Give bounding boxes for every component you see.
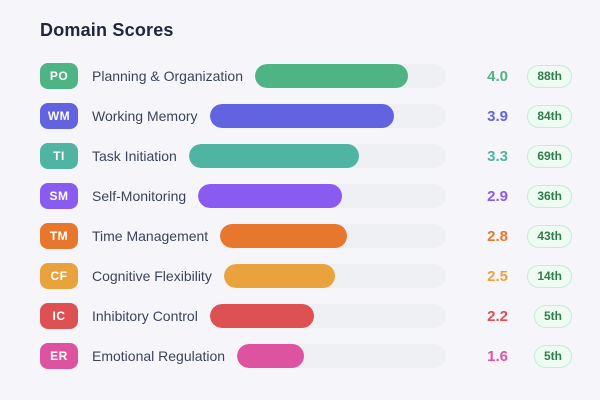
domain-row-task-initiation: TI Task Initiation 3.3 69th (40, 136, 572, 176)
domain-row-emotional-regulation: ER Emotional Regulation 1.6 5th (40, 336, 572, 376)
domain-code-badge: CF (40, 263, 78, 289)
percentile-cell: 69th (524, 144, 572, 168)
domain-code-badge: ER (40, 343, 78, 369)
domain-row-planning-organization: PO Planning & Organization 4.0 88th (40, 56, 572, 96)
score-value: 3.9 (487, 107, 508, 125)
percentile-cell: 14th (524, 264, 572, 288)
score-bar-track (209, 304, 446, 328)
percentile-badge: 43th (527, 224, 572, 248)
score-bar-track (223, 264, 446, 288)
percentile-cell: 36th (524, 184, 572, 208)
percentile-badge: 5th (534, 344, 572, 368)
domain-code-badge: TM (40, 223, 78, 249)
percentile-cell: 43th (524, 224, 572, 248)
score-value: 3.3 (487, 147, 508, 165)
domain-row-self-monitoring: SM Self-Monitoring 2.9 36th (40, 176, 572, 216)
domain-label: Time Management (92, 228, 209, 244)
domain-code-badge: SM (40, 183, 78, 209)
score-bar-fill (209, 304, 314, 328)
percentile-cell: 5th (524, 344, 572, 368)
score-bar-track (237, 344, 446, 368)
percentile-cell: 88th (524, 64, 572, 88)
page-title: Domain Scores (40, 20, 174, 40)
domain-label: Self-Monitoring (92, 188, 187, 204)
domain-row-time-management: TM Time Management 2.8 43th (40, 216, 572, 256)
score-bar-fill (188, 144, 359, 168)
score-bar-fill (223, 264, 335, 288)
percentile-badge: 14th (527, 264, 572, 288)
domain-label: Emotional Regulation (92, 348, 226, 364)
domain-label: Planning & Organization (92, 68, 243, 84)
score-bar-fill (209, 104, 394, 128)
percentile-badge: 5th (534, 304, 572, 328)
score-bar-fill (220, 224, 347, 248)
score-value: 2.8 (487, 227, 508, 245)
score-value: 2.9 (487, 187, 508, 205)
score-bar-track (209, 104, 446, 128)
domain-label: Inhibitory Control (92, 308, 198, 324)
percentile-badge: 36th (527, 184, 572, 208)
score-bar-track (198, 184, 446, 208)
score-bar-track (220, 224, 446, 248)
domain-code-badge: WM (40, 103, 78, 129)
domain-label: Task Initiation (92, 148, 177, 164)
percentile-badge: 84th (527, 104, 572, 128)
score-value: 4.0 (487, 67, 508, 85)
percentile-cell: 84th (524, 104, 572, 128)
domain-row-inhibitory-control: IC Inhibitory Control 2.2 5th (40, 296, 572, 336)
domain-row-cognitive-flexibility: CF Cognitive Flexibility 2.5 14th (40, 256, 572, 296)
domain-row-working-memory: WM Working Memory 3.9 84th (40, 96, 572, 136)
score-value: 1.6 (487, 347, 508, 365)
score-bar-track (188, 144, 446, 168)
domain-label: Cognitive Flexibility (92, 268, 212, 284)
domain-code-badge: PO (40, 63, 78, 89)
score-bar-track (255, 64, 446, 88)
score-bar-fill (237, 344, 304, 368)
score-value: 2.5 (487, 267, 508, 285)
score-bar-fill (198, 184, 342, 208)
domain-code-badge: TI (40, 143, 78, 169)
score-value: 2.2 (487, 307, 508, 325)
score-bar-fill (255, 64, 408, 88)
percentile-badge: 88th (527, 64, 572, 88)
percentile-cell: 5th (524, 304, 572, 328)
domain-label: Working Memory (92, 108, 198, 124)
percentile-badge: 69th (527, 144, 572, 168)
domain-code-badge: IC (40, 303, 78, 329)
